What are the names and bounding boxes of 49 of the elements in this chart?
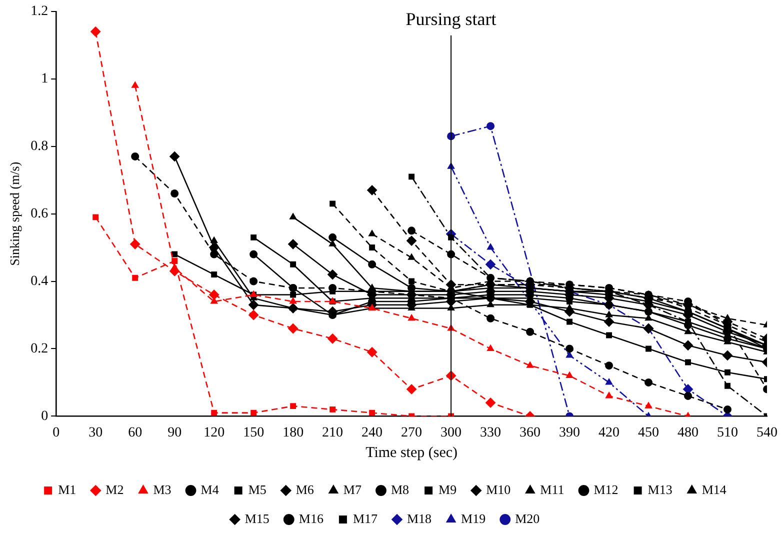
x-tick-label: 360 <box>520 425 541 440</box>
legend-label: M15 <box>244 510 270 526</box>
legend-label: M17 <box>352 510 378 526</box>
x-tick-label: 210 <box>322 425 344 440</box>
legend-label: M9 <box>438 482 457 497</box>
legend-label: M12 <box>594 482 618 497</box>
y-tick-label: 0 <box>41 408 48 424</box>
legend-label: M16 <box>298 510 324 526</box>
legend-label: M11 <box>540 482 564 497</box>
legend-label: M14 <box>702 482 727 497</box>
legend-label: M10 <box>486 482 511 497</box>
x-tick-label: 510 <box>717 425 738 440</box>
ref-line-label: Pursing start <box>406 9 496 30</box>
y-axis-title: Sinking speed (m/s) <box>7 162 22 266</box>
x-tick-label: 270 <box>401 425 422 440</box>
y-tick-label: 1 <box>41 72 48 87</box>
y-tick-label: 0.8 <box>30 139 48 154</box>
x-tick-label: 120 <box>204 425 225 440</box>
x-tick-label: 420 <box>598 425 620 440</box>
x-tick-label: 30 <box>88 425 103 440</box>
x-tick-label: 0 <box>52 425 60 440</box>
legend-label: M1 <box>58 482 76 497</box>
x-tick-label: 390 <box>559 425 580 440</box>
legend-label: M19 <box>461 510 486 526</box>
legend-label: M2 <box>106 482 124 497</box>
x-tick-label: 480 <box>678 425 699 440</box>
legend-label: M3 <box>153 482 172 497</box>
legend-label: M20 <box>515 510 540 526</box>
y-tick-label: 0.6 <box>30 206 48 222</box>
legend-label: M4 <box>200 482 220 497</box>
legend-label: M5 <box>248 482 266 497</box>
x-tick-label: 450 <box>638 425 660 440</box>
x-tick-label: 300 <box>440 425 462 440</box>
legend-label: M18 <box>407 510 432 526</box>
x-tick-label: 240 <box>362 425 383 440</box>
x-tick-label: 540 <box>756 425 778 440</box>
x-tick-label: 330 <box>480 425 502 440</box>
legend-label: M13 <box>648 482 672 497</box>
x-tick-label: 90 <box>168 425 182 440</box>
y-tick-label: 0.2 <box>30 341 48 356</box>
legend-label: M6 <box>296 482 314 497</box>
legend-label: M8 <box>390 482 410 497</box>
x-tick-label: 150 <box>243 425 264 440</box>
legend-label: M7 <box>343 482 362 497</box>
x-axis-title: Time step (sec) <box>366 444 458 461</box>
y-tick-label: 0.4 <box>30 274 48 289</box>
x-tick-label: 60 <box>128 425 142 440</box>
y-tick-label: 1.2 <box>30 4 48 20</box>
x-tick-label: 180 <box>282 425 304 440</box>
